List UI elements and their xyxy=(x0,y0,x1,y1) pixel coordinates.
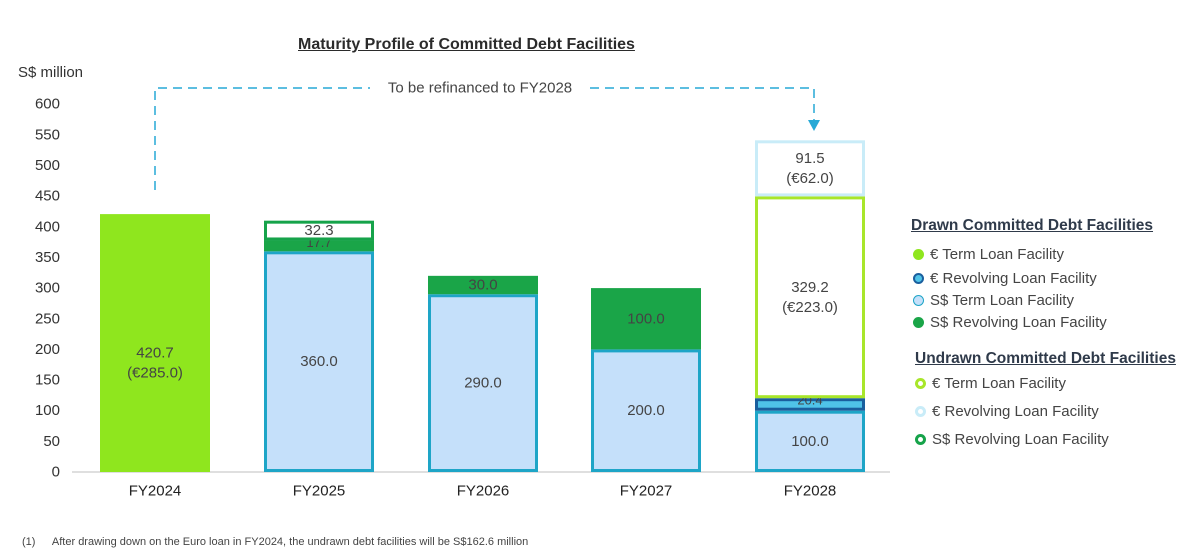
legend-label-drawn-sgd-revolving: S$ Revolving Loan Facility xyxy=(930,314,1107,331)
bar-fy2027-sgd-revolving xyxy=(591,288,701,350)
x-tick-label-fy2025: FY2025 xyxy=(293,483,346,500)
y-tick-label-150: 150 xyxy=(35,372,60,389)
y-tick-label-0: 0 xyxy=(52,464,60,481)
legend-item-undrawn-sgd-revolving: S$ Revolving Loan Facility xyxy=(915,431,1109,448)
data-label-fy2024-eur-term-line-1: 420.7 xyxy=(136,345,174,362)
y-tick-label-500: 500 xyxy=(35,157,60,174)
bar-fy2026-sgd-revolving xyxy=(428,275,538,295)
refinance-arrow-head xyxy=(808,120,820,131)
bar-fy2027-sgd-term xyxy=(591,349,701,472)
legend-undrawn-heading: Undrawn Committed Debt Facilities xyxy=(915,350,1176,367)
legend-item-drawn-eur-term: € Term Loan Facility xyxy=(913,246,1064,263)
bar-fy2024-eur-term xyxy=(100,214,210,472)
legend-item-undrawn-eur-revolving: € Revolving Loan Facility xyxy=(915,403,1099,420)
bar-fy2026-sgd-term xyxy=(428,294,538,473)
footnote: (1) After drawing down on the Euro loan … xyxy=(22,536,528,548)
x-tick-label-fy2028: FY2028 xyxy=(784,483,837,500)
bar-fy2028-undrawn-eur-revolving xyxy=(755,140,865,197)
data-label-fy2025-undrawn-sgd-revolving: 32.3 xyxy=(304,222,333,239)
legend-marker-undrawn-sgd-revolving xyxy=(915,434,926,445)
legend-drawn-heading: Drawn Committed Debt Facilities xyxy=(911,217,1154,234)
x-tick-label-fy2024: FY2024 xyxy=(129,483,182,500)
bar-fy2028-eur-term xyxy=(755,196,865,399)
legend-item-drawn-eur-revolving: € Revolving Loan Facility xyxy=(913,270,1097,287)
legend-label-undrawn-eur-revolving: € Revolving Loan Facility xyxy=(932,403,1099,420)
legend-marker-drawn-sgd-revolving xyxy=(913,317,924,328)
y-tick-label-100: 100 xyxy=(35,402,60,419)
bar-fy2025-undrawn-sgd-revolving xyxy=(264,220,374,241)
bar-fy2025-sgd-revolving xyxy=(264,240,374,252)
legend-label-drawn-sgd-term: S$ Term Loan Facility xyxy=(930,292,1074,309)
data-label-fy2026-sgd-term: 290.0 xyxy=(464,375,502,392)
chart-title: Maturity Profile of Committed Debt Facil… xyxy=(298,36,635,53)
refinance-annotation-label: To be refinanced to FY2028 xyxy=(388,80,572,97)
data-label-fy2027-sgd-term: 200.0 xyxy=(627,402,665,419)
data-label-fy2024-eur-term-line-2: (€285.0) xyxy=(127,365,183,382)
bar-fy2025-sgd-term xyxy=(264,251,374,472)
legend-marker-undrawn-eur-revolving xyxy=(915,406,926,417)
legend-item-drawn-sgd-term: S$ Term Loan Facility xyxy=(913,292,1074,309)
data-label-fy2028-eur-term-line-2: (€223.0) xyxy=(782,299,838,316)
bar-fy2028-sgd-term xyxy=(755,410,865,473)
data-label-fy2027-sgd-revolving: 100.0 xyxy=(627,310,665,327)
y-tick-label-550: 550 xyxy=(35,126,60,143)
y-tick-label-350: 350 xyxy=(35,249,60,266)
legend-label-undrawn-eur-term: € Term Loan Facility xyxy=(932,375,1066,392)
legend-label-drawn-eur-revolving: € Revolving Loan Facility xyxy=(930,270,1097,287)
data-label-fy2025-sgd-term: 360.0 xyxy=(300,353,338,370)
y-axis-unit-label: S$ million xyxy=(18,64,84,81)
footnote-number: (1) xyxy=(22,536,36,548)
bar-fy2028-eur-revolving xyxy=(755,398,865,411)
y-tick-label-50: 50 xyxy=(43,433,60,450)
y-tick-label-200: 200 xyxy=(35,341,60,358)
legend-item-undrawn-eur-term: € Term Loan Facility xyxy=(915,375,1066,392)
x-tick-label-fy2027: FY2027 xyxy=(620,483,673,500)
y-tick-label-300: 300 xyxy=(35,280,60,297)
data-label-fy2028-undrawn-eur-revolving-line-2: (€62.0) xyxy=(786,170,834,187)
data-label-fy2028-eur-term-line-1: 329.2 xyxy=(791,279,829,296)
footnote-text: After drawing down on the Euro loan in F… xyxy=(51,536,529,548)
legend-marker-drawn-eur-term xyxy=(913,249,924,260)
legend-item-drawn-sgd-revolving: S$ Revolving Loan Facility xyxy=(913,314,1107,331)
legend-marker-drawn-eur-revolving xyxy=(913,273,924,284)
y-tick-label-450: 450 xyxy=(35,188,60,205)
data-label-fy2028-undrawn-eur-revolving-line-1: 91.5 xyxy=(795,150,824,167)
refinance-arrow-line xyxy=(154,87,815,190)
y-tick-label-600: 600 xyxy=(35,96,60,113)
y-tick-label-250: 250 xyxy=(35,310,60,327)
legend-marker-drawn-sgd-term xyxy=(913,295,924,306)
data-label-fy2026-sgd-revolving: 30.0 xyxy=(468,277,497,294)
x-tick-label-fy2026: FY2026 xyxy=(457,483,510,500)
legend-label-drawn-eur-term: € Term Loan Facility xyxy=(930,246,1064,263)
y-tick-label-400: 400 xyxy=(35,218,60,235)
legend-marker-undrawn-eur-term xyxy=(915,378,926,389)
data-label-fy2028-sgd-term: 100.0 xyxy=(791,433,829,450)
legend-label-undrawn-sgd-revolving: S$ Revolving Loan Facility xyxy=(932,431,1109,448)
